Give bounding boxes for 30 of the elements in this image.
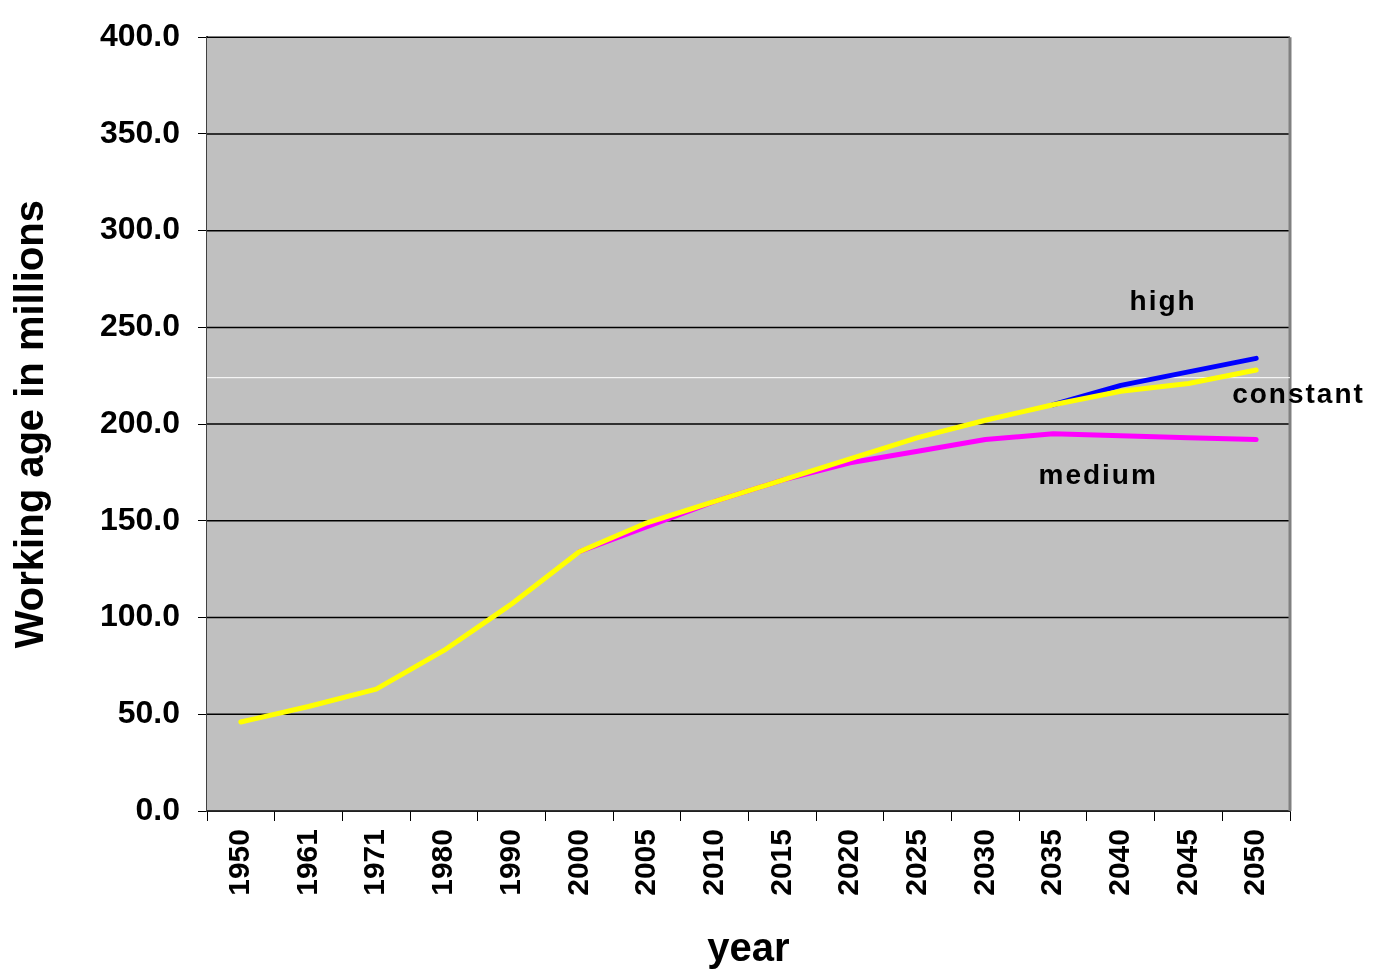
y-tick-label: 150.0 <box>99 500 180 537</box>
x-tick-label: 1990 <box>492 829 526 896</box>
y-tick-label: 250.0 <box>99 307 180 344</box>
series-label: medium <box>1038 459 1158 491</box>
y-tick-label: 300.0 <box>99 210 180 247</box>
x-tick-label: 2035 <box>1034 829 1068 896</box>
x-tick-label: 1961 <box>289 829 323 896</box>
x-tick-label: 2020 <box>831 829 865 896</box>
x-tick-label: 2015 <box>763 829 797 896</box>
x-tick-label: 2050 <box>1237 829 1271 896</box>
y-tick-label: 50.0 <box>117 694 180 731</box>
x-tick-label: 2030 <box>966 829 1000 896</box>
y-tick-label: 350.0 <box>99 113 180 150</box>
series-label: high <box>1129 285 1197 317</box>
y-axis-title: Working age in millions <box>7 200 52 649</box>
x-tick-label: 2005 <box>628 829 662 896</box>
x-tick-label: 2045 <box>1169 829 1203 896</box>
x-tick-label: 2040 <box>1102 829 1136 896</box>
x-tick-label: 2025 <box>898 829 932 896</box>
y-tick-label: 200.0 <box>99 403 180 440</box>
series-label: constant <box>1232 377 1365 409</box>
y-tick-label: 100.0 <box>99 597 180 634</box>
y-tick-label: 400.0 <box>99 17 180 54</box>
x-axis-title: year <box>707 925 790 970</box>
y-tick-label: 0.0 <box>135 790 180 827</box>
x-tick-label: 2010 <box>695 829 729 896</box>
x-tick-label: 1971 <box>357 829 391 896</box>
x-tick-label: 2000 <box>560 829 594 896</box>
x-tick-label: 1980 <box>425 829 459 896</box>
x-tick-label: 1950 <box>222 829 256 896</box>
